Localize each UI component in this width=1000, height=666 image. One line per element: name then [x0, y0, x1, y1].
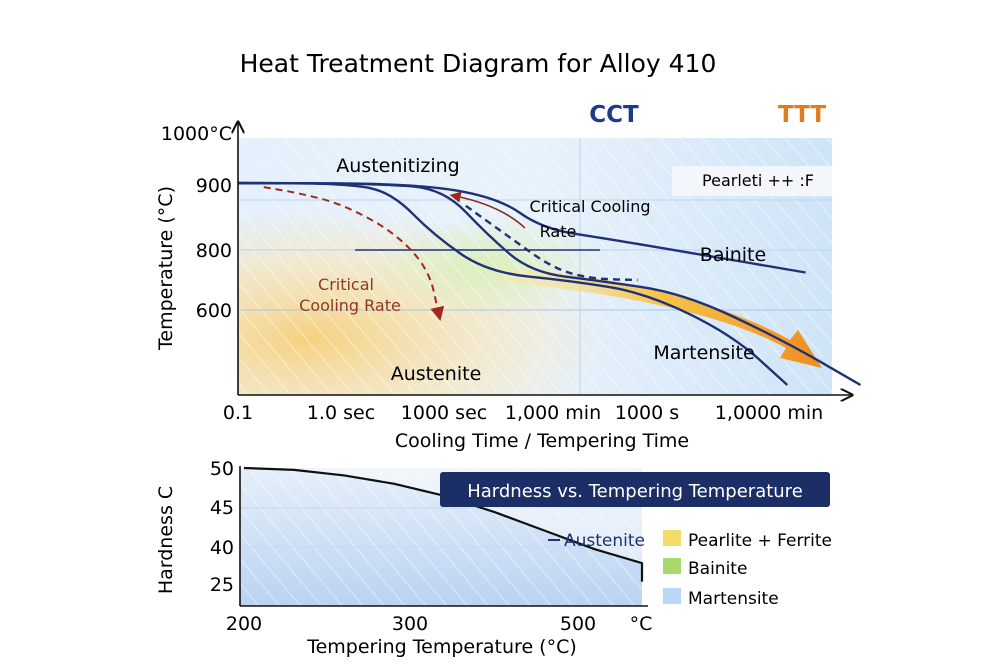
x-tick-5: 1000 s [615, 402, 679, 424]
label-critical-cooling-1a: Critical Cooling [530, 197, 651, 216]
hardness-banner-title: Hardness vs. Tempering Temperature [467, 481, 803, 502]
hardness-x-axis-label: Tempering Temperature (°C) [306, 636, 577, 658]
x-tick-6: 1,0000 min [715, 402, 823, 424]
chart-title: Heat Treatment Diagram for Alloy 410 [240, 49, 717, 78]
label-austenite: Austenite [391, 363, 482, 385]
y-tick-600: 600 [196, 300, 232, 322]
hardness-curve [243, 466, 644, 582]
legend-martensite: Martensite [688, 589, 779, 609]
critical-cooling-dashed [263, 186, 445, 321]
label-bainite: Bainite [700, 244, 766, 266]
cooling-curves [237, 181, 862, 387]
hardness-banner [440, 472, 830, 507]
legend-bainite-swatch [663, 558, 681, 574]
y-axis-label: Temperature (°C) [155, 186, 177, 351]
label-critical-cooling-2b: Cooling Rate [299, 296, 401, 315]
hardness-gridlines [240, 507, 642, 585]
hardness-chart: 50 45 40 25 200 300 500 °C Tempering Tem… [155, 458, 832, 658]
legend-pearlite: Pearlite + Ferrite [688, 531, 832, 551]
legend-austenite: Austenite [564, 531, 645, 551]
ttt-label: TTT [778, 102, 826, 128]
hx-tick-200: 200 [226, 613, 262, 635]
pearlite-box [672, 166, 832, 196]
label-austenitizing: Austenitizing [336, 155, 459, 177]
hy-tick-25: 25 [210, 574, 234, 596]
cct-label: CCT [589, 102, 639, 128]
x-tick-1: 0.1 [223, 402, 253, 424]
label-critical-cooling-1b: Rate [540, 222, 577, 241]
label-critical-cooling-2a: Critical [318, 275, 374, 294]
x-tick-2: 1.0 sec [307, 402, 375, 424]
legend-bainite: Bainite [688, 559, 747, 579]
label-martensite: Martensite [653, 342, 754, 364]
hx-tick-unit: °C [630, 613, 653, 635]
hardness-legend: Austenite Pearlite + Ferrite Bainite Mar… [548, 530, 832, 609]
x-axis-label: Cooling Time / Tempering Time [395, 430, 689, 452]
hy-tick-45: 45 [210, 497, 234, 519]
y-tick-900: 900 [196, 175, 232, 197]
cooling-curve-3 [237, 182, 806, 274]
hy-tick-50: 50 [210, 458, 234, 480]
hx-tick-500: 500 [560, 613, 596, 635]
hardness-y-axis-label: Hardness C [155, 486, 177, 594]
hy-tick-40: 40 [210, 537, 234, 559]
y-tick-1000: 1000°C [161, 123, 232, 145]
critical-rate-pointer [449, 191, 526, 229]
x-tick-4: 1,000 min [505, 402, 601, 424]
cooling-curve-4 [465, 204, 638, 282]
legend-martensite-swatch [663, 588, 681, 604]
cct-ttt-chart: Austenitizing Austenite Bainite Martensi… [155, 102, 862, 452]
label-pearlite-box: Pearleti ++ :F [702, 171, 814, 190]
y-tick-800: 800 [196, 240, 232, 262]
hardness-series [243, 466, 644, 582]
x-tick-3: 1000 sec [401, 402, 487, 424]
legend-pearlite-swatch [663, 530, 681, 546]
hx-tick-300: 300 [392, 613, 428, 635]
